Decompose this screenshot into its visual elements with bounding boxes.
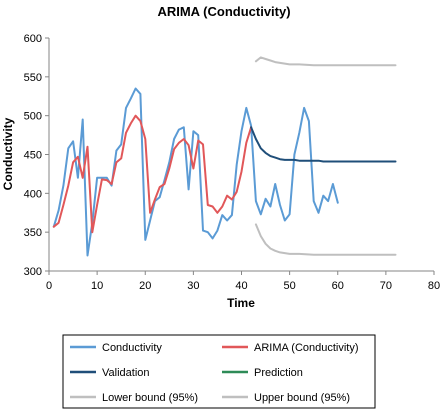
x-tick-label: 80 — [428, 280, 440, 292]
x-tick-label: 50 — [284, 280, 296, 292]
y-tick-label: 600 — [24, 33, 42, 45]
legend-label-lower-bound-95: Lower bound (95%) — [102, 392, 198, 404]
plot-axes — [48, 38, 434, 272]
series-line-upper-bound-95 — [254, 56, 397, 67]
legend-box — [62, 334, 376, 409]
x-tick-label: 40 — [235, 280, 247, 292]
series-line-arima-conductivity — [52, 114, 253, 234]
legend-label-upper-bound-95: Upper bound (95%) — [254, 392, 350, 404]
y-tick-label: 450 — [24, 150, 42, 162]
legend-label-arima-conductivity: ARIMA (Conductivity) — [254, 342, 359, 354]
y-tick-label: 550 — [24, 72, 42, 84]
x-tick-label: 60 — [332, 280, 344, 292]
x-tick-label: 20 — [139, 280, 151, 292]
legend-label-validation: Validation — [102, 367, 150, 379]
chart-legend: Conductivity ARIMA (Conductivity) Validati… — [62, 334, 376, 409]
chart-title: ARIMA (Conductivity) — [157, 4, 290, 19]
y-tick-label: 500 — [24, 111, 42, 123]
series-line-validation — [250, 126, 397, 163]
series-line-conductivity — [52, 87, 339, 257]
x-tick-label: 30 — [187, 280, 199, 292]
y-tick-label: 400 — [24, 188, 42, 200]
y-tick-label: 350 — [24, 227, 42, 239]
axis-ticks: 300 350 400 450 500 550 600 0 10 20 30 40 50 60 70 80 — [24, 33, 440, 292]
y-tick-label: 300 — [24, 266, 42, 278]
x-tick-label: 10 — [91, 280, 103, 292]
series-lines — [52, 56, 397, 257]
x-axis-title: Time — [227, 296, 255, 310]
legend-label-conductivity: Conductivity — [102, 342, 162, 354]
legend-label-prediction: Prediction — [254, 367, 303, 379]
series-line-lower-bound-95 — [254, 223, 397, 256]
x-tick-label: 70 — [380, 280, 392, 292]
y-axis-title: Conductivity — [1, 117, 15, 190]
x-tick-label: 0 — [46, 280, 52, 292]
